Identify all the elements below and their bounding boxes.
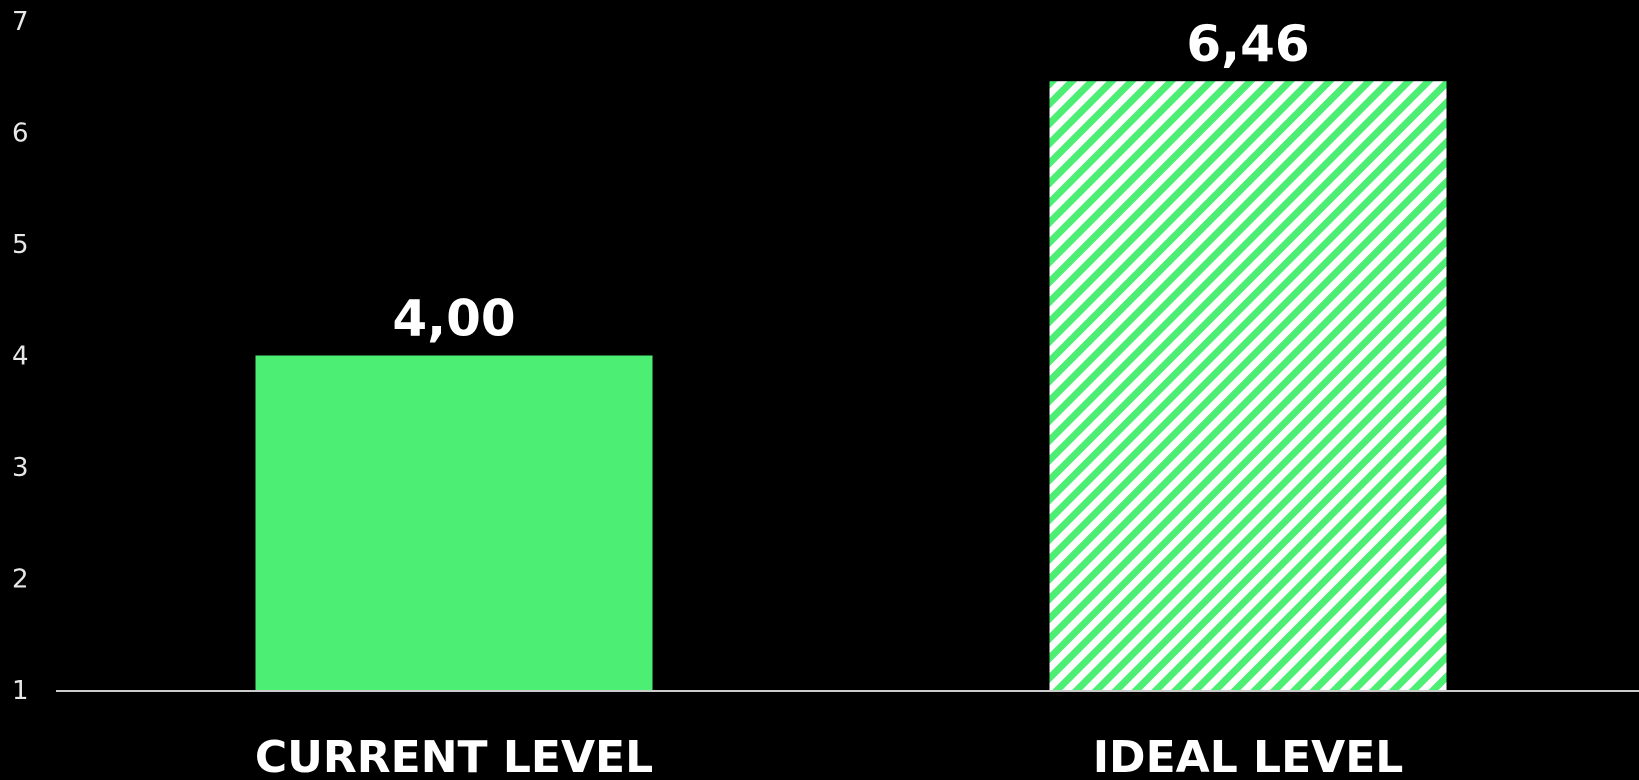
category-label-ideal-level: IDEAL LEVEL bbox=[1093, 732, 1404, 780]
bar-ideal-level bbox=[1049, 81, 1447, 690]
y-axis-ticks: 1 2 3 4 5 6 7 bbox=[12, 7, 29, 706]
y-tick-label-1: 1 bbox=[12, 676, 29, 706]
value-label-2: 6,46 bbox=[1186, 15, 1309, 73]
y-tick-label-7: 7 bbox=[12, 7, 29, 37]
bars bbox=[255, 81, 1447, 690]
value-label-1: 4,00 bbox=[392, 290, 515, 348]
y-tick-label-6: 6 bbox=[12, 119, 29, 149]
y-tick-label-3: 3 bbox=[12, 453, 29, 483]
value-labels: 4,00 6,46 bbox=[392, 15, 1309, 347]
category-labels: CURRENT LEVEL IDEAL LEVEL bbox=[255, 732, 1403, 780]
y-tick-label-4: 4 bbox=[12, 342, 29, 372]
y-tick-label-2: 2 bbox=[12, 565, 29, 595]
category-label-current-level: CURRENT LEVEL bbox=[255, 732, 653, 780]
y-tick-label-5: 5 bbox=[12, 230, 29, 260]
bar-current-level bbox=[255, 355, 653, 690]
